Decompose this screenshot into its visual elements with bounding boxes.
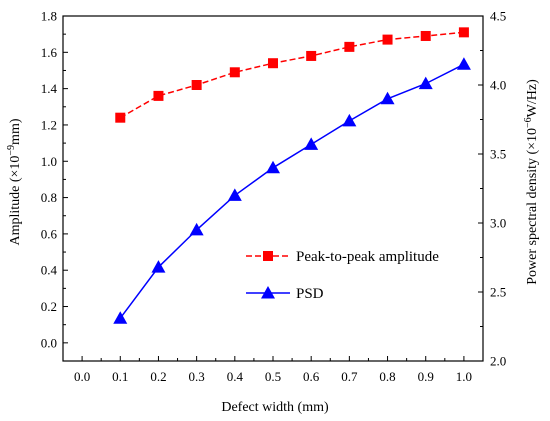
y-left-tick-label: 0.4 [41, 263, 58, 278]
x-tick-label: 0.4 [227, 369, 244, 384]
legend-psd-marker [261, 286, 275, 299]
y-left-tick-label: 0.6 [41, 226, 58, 241]
y-left-tick-label: 1.2 [41, 117, 57, 132]
peak-to-peak-data-point [268, 58, 278, 69]
x-tick-label: 0.7 [341, 369, 358, 384]
peak-to-peak-data-point [382, 34, 393, 45]
psd-data-point [342, 113, 357, 127]
psd-data-point [113, 311, 128, 324]
legend-peak-to-peak-marker [263, 251, 273, 261]
y-axis-left-ticks: 0.0 0.2 0.4 0.6 0.8 1.0 1.2 1.4 1.6 1.8 [41, 9, 68, 350]
psd-data-point [418, 76, 433, 90]
x-tick-label: 0.2 [150, 369, 166, 384]
psd-data-point [189, 222, 204, 236]
x-tick-label: 0.3 [189, 369, 205, 384]
x-axis-title: Defect width (mm) [221, 400, 329, 415]
legend-peak-to-peak-label: Peak-to-peak amplitude [296, 249, 439, 265]
y-right-tick-label: 4.0 [490, 78, 506, 93]
peak-to-peak-series-line [119, 31, 464, 119]
x-tick-label: 0.1 [112, 369, 128, 384]
series-layer [113, 27, 471, 324]
x-tick-label: 1.0 [456, 369, 472, 384]
y-left-tick-label: 1.6 [41, 45, 58, 60]
y-right-tick-label: 3.5 [490, 147, 506, 162]
y-right-tick-label: 4.5 [490, 9, 506, 24]
psd-data-point [304, 137, 319, 150]
y-axis-left-title: Amplitude (×10−9mm) [6, 118, 23, 245]
y-left-tick-label: 0.0 [41, 335, 57, 350]
y-left-tick-label: 1.4 [41, 81, 58, 96]
peak-to-peak-data-point [229, 67, 240, 78]
peak-to-peak-data-point [115, 112, 126, 123]
psd-data-point [456, 57, 471, 70]
legend-psd-label: PSD [296, 286, 324, 302]
x-tick-label: 0.9 [418, 369, 434, 384]
x-tick-label: 0.5 [265, 369, 281, 384]
x-axis-ticks: 0.0 0.1 0.2 0.3 0.4 0.5 0.6 0.7 0.8 0.9 1.0 [74, 356, 472, 384]
peak-to-peak-data-point [191, 80, 202, 90]
y-left-tick-label: 1.8 [41, 9, 57, 24]
legend: Peak-to-peak amplitude PSD [246, 249, 439, 302]
peak-to-peak-data-point [153, 90, 164, 101]
y-axis-right-title: Power spectral density (×10−6W/Hz) [523, 79, 540, 285]
psd-series-line [119, 63, 465, 319]
y-right-tick-label: 2.0 [490, 354, 506, 369]
peak-to-peak-data-point [458, 27, 469, 38]
x-tick-label: 0.6 [303, 369, 320, 384]
y-left-tick-label: 0.8 [41, 190, 57, 205]
psd-data-point [380, 91, 395, 105]
psd-data-point [151, 260, 166, 273]
psd-data-point [266, 160, 280, 174]
y-left-tick-label: 1.0 [41, 154, 57, 169]
y-right-tick-label: 3.0 [490, 216, 506, 231]
y-axis-right-ticks: 2.0 2.5 3.0 3.5 4.0 4.5 [478, 9, 506, 369]
x-tick-label: 0.0 [74, 369, 90, 384]
peak-to-peak-data-point [306, 50, 317, 61]
psd-data-point [227, 188, 242, 201]
peak-to-peak-data-point [420, 30, 431, 41]
peak-to-peak-data-point [344, 41, 355, 52]
y-right-tick-label: 2.5 [490, 285, 506, 300]
x-tick-label: 0.8 [379, 369, 395, 384]
y-left-tick-label: 0.2 [41, 299, 57, 314]
